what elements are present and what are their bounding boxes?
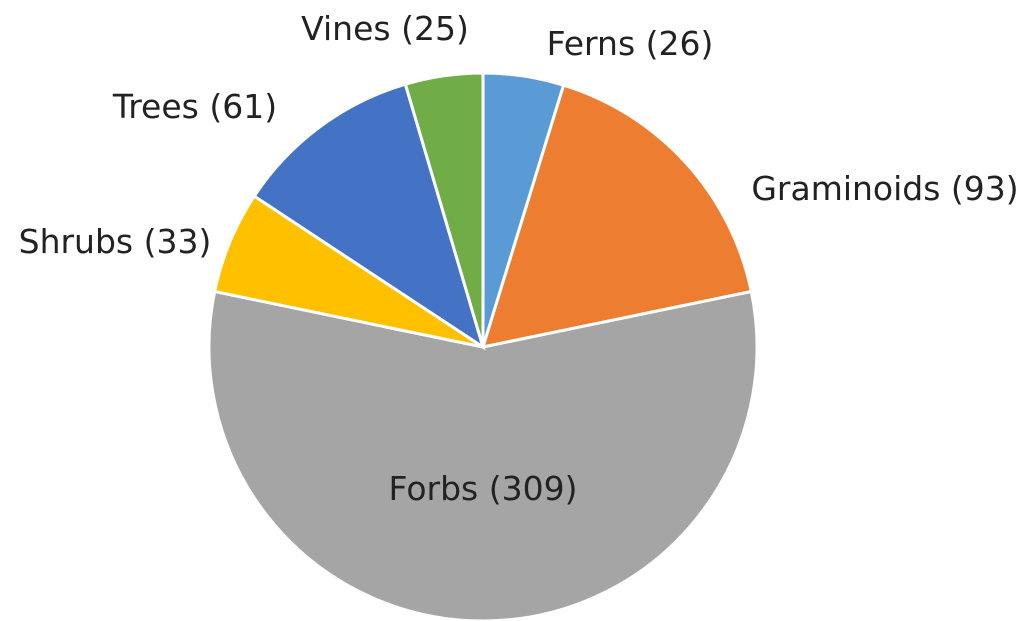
slice-value: (26) [646, 24, 714, 63]
slice-label: Forbs (309) [389, 469, 578, 508]
slice-value: (61) [209, 87, 277, 126]
slice-category: Graminoids [751, 169, 940, 208]
slice-value: (33) [144, 222, 212, 261]
slice-category: Forbs [389, 469, 479, 508]
slice-value: (93) [951, 169, 1019, 208]
pie-slice [252, 82, 486, 351]
slice-category: Trees [112, 87, 199, 126]
slice-value: (25) [401, 9, 469, 48]
slice-label: Shrubs (33) [19, 222, 212, 261]
slice-category: Vines [301, 9, 390, 48]
slice-value: (309) [489, 469, 578, 508]
slice-label: Vines (25) [301, 9, 469, 48]
pie-slice [403, 71, 485, 348]
pie-slice [480, 83, 754, 349]
slice-category: Shrubs [19, 222, 134, 261]
slice-category: Ferns [547, 24, 636, 63]
slice-label: Trees (61) [112, 87, 277, 126]
slice-label: Graminoids (93) [751, 169, 1018, 208]
slice-label: Ferns (26) [547, 24, 714, 63]
